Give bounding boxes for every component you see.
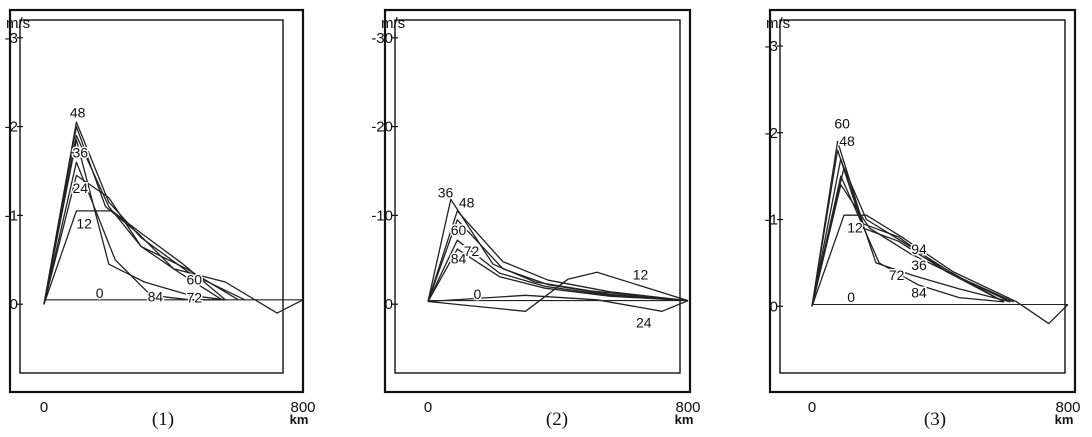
y-tick-label: 0	[10, 296, 18, 313]
series-label-84: 84	[148, 289, 164, 305]
x-unit-label: km	[1055, 412, 1074, 427]
series-label-0: 0	[474, 286, 482, 302]
y-tick-label: -3	[5, 30, 18, 47]
series-line-12	[427, 271, 689, 312]
series-label-48: 48	[459, 194, 475, 210]
chart-frame-outer	[383, 8, 692, 394]
series-label-36: 36	[72, 145, 88, 161]
series-label-72: 72	[889, 267, 905, 283]
x-tick-label: 800	[675, 399, 700, 416]
y-tick-label: -20	[371, 119, 393, 136]
y-tick-label: 0	[385, 296, 393, 313]
y-tick-label: -1	[765, 212, 778, 229]
series-label-94: 94	[911, 241, 927, 257]
series-line-84	[811, 175, 1005, 307]
series-label-36: 36	[438, 185, 454, 201]
series-line-48	[427, 210, 689, 302]
chart-frame-inner	[19, 19, 284, 374]
y-tick-label: -2	[5, 119, 18, 136]
series-label-24: 24	[636, 314, 652, 330]
x-unit-label: km	[290, 412, 309, 427]
series-line-72	[427, 239, 689, 302]
series-label-72: 72	[186, 289, 202, 305]
x-tick-label: 0	[40, 399, 48, 416]
y-tick-label: -3	[765, 38, 778, 55]
chart-caption: (3)	[924, 409, 946, 430]
series-line-60	[427, 219, 689, 302]
chart-frame-inner	[394, 19, 681, 374]
series-label-0: 0	[847, 289, 855, 305]
chart-frame-outer	[8, 8, 305, 394]
series-label-12: 12	[847, 220, 863, 236]
series-label-72: 72	[464, 243, 480, 259]
series-label-36: 36	[911, 257, 927, 273]
y-unit-label: m/s	[766, 15, 790, 32]
series-label-48: 48	[70, 105, 86, 121]
series-line-72	[811, 158, 1011, 307]
chart-frame-inner	[779, 19, 1066, 374]
series-line-84	[427, 248, 689, 302]
chart-frame-outer	[768, 8, 1077, 394]
x-tick-label: 800	[290, 399, 315, 416]
y-tick-label: -10	[371, 207, 393, 224]
series-label-48: 48	[839, 133, 855, 149]
series-label-84: 84	[911, 285, 927, 301]
y-tick-label: -2	[765, 125, 778, 142]
series-line-72	[43, 139, 226, 305]
series-label-84: 84	[451, 250, 467, 266]
series-line-12	[811, 214, 1069, 325]
y-tick-label: 0	[770, 298, 778, 315]
y-unit-label: m/s	[381, 15, 405, 32]
series-line-94	[811, 184, 1011, 307]
y-unit-label: m/s	[6, 15, 30, 32]
series-label-0: 0	[96, 285, 104, 301]
chart-caption: (1)	[152, 409, 174, 430]
series-label-60: 60	[834, 115, 850, 131]
series-line-24	[427, 294, 689, 312]
x-tick-label: 800	[1055, 399, 1080, 416]
series-line-48	[43, 121, 245, 305]
x-tick-label: 0	[808, 399, 816, 416]
series-label-24: 24	[72, 180, 88, 196]
series-line-84	[43, 161, 226, 305]
series-label-12: 12	[76, 216, 92, 232]
x-tick-label: 0	[424, 399, 432, 416]
series-label-60: 60	[186, 272, 202, 288]
series-line-60	[43, 125, 304, 314]
series-label-60: 60	[451, 222, 467, 238]
chart-caption: (2)	[546, 409, 568, 430]
y-tick-label: -30	[371, 30, 393, 47]
y-tick-label: -1	[5, 207, 18, 224]
x-unit-label: km	[675, 412, 694, 427]
series-label-12: 12	[633, 266, 649, 282]
